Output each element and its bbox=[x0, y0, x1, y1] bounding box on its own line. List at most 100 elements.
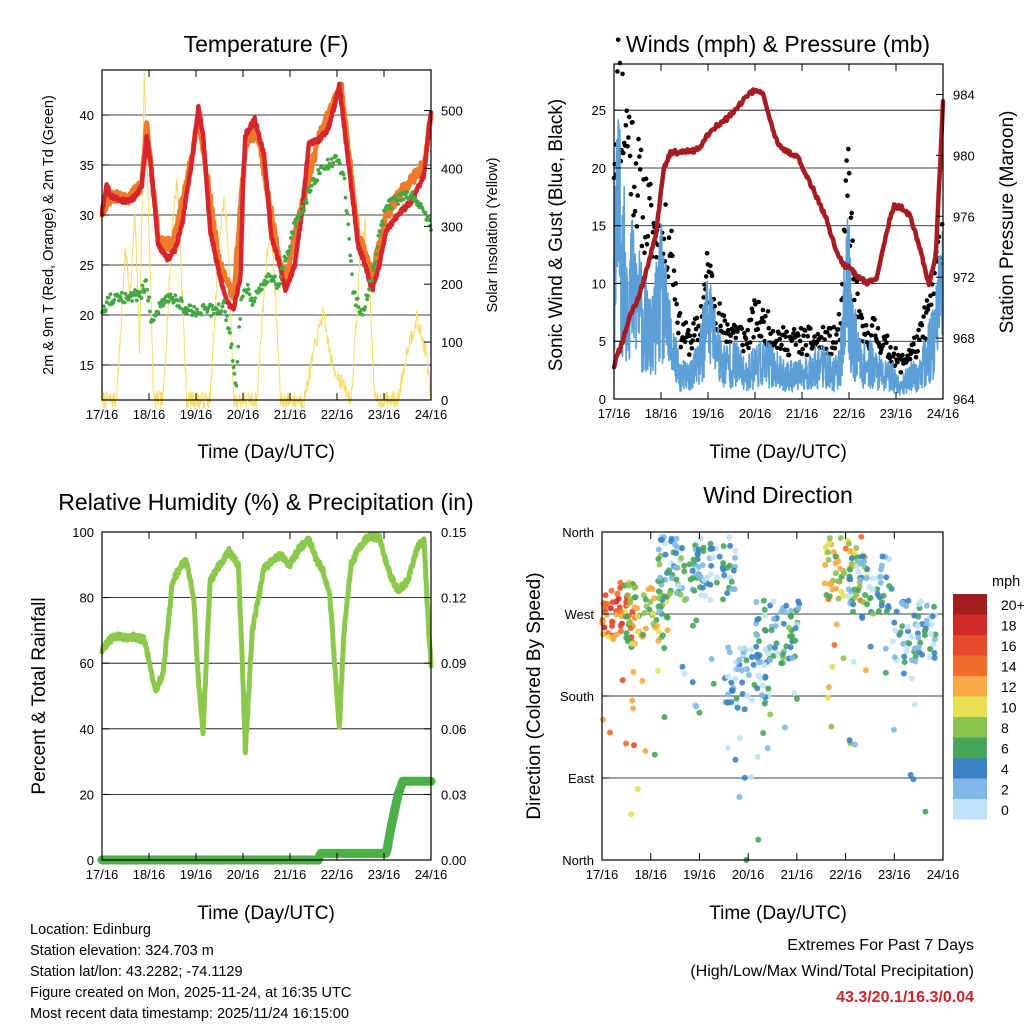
wind-x-tick-label: 21/16 bbox=[786, 406, 819, 421]
dewpoint-point bbox=[353, 290, 357, 295]
gust-point bbox=[695, 337, 701, 343]
legend-label: 2 bbox=[1001, 782, 1009, 798]
temperature-plot-frame bbox=[101, 69, 432, 401]
temperature-x-tick-label: 22/16 bbox=[321, 407, 354, 422]
direction-point bbox=[681, 597, 688, 604]
direction-point bbox=[736, 794, 743, 800]
direction-point bbox=[677, 591, 684, 598]
direction-point bbox=[821, 580, 828, 587]
solar-insolation-line bbox=[101, 72, 432, 410]
dewpoint-point bbox=[249, 296, 254, 301]
direction-point bbox=[666, 567, 673, 574]
direction-point bbox=[899, 623, 906, 630]
direction-point bbox=[634, 613, 641, 620]
dewpoint-point bbox=[235, 360, 240, 364]
dewpoint-point bbox=[264, 274, 269, 279]
gust-point bbox=[887, 356, 893, 361]
gust-point bbox=[833, 340, 838, 345]
gust-point bbox=[689, 346, 695, 351]
wind-left-tick-label: 25 bbox=[592, 103, 606, 118]
direction-point bbox=[634, 628, 641, 635]
gust-point bbox=[842, 229, 848, 234]
gust-point bbox=[786, 352, 792, 358]
dewpoint-point bbox=[246, 287, 251, 292]
direction-point bbox=[908, 633, 915, 640]
gust-point bbox=[724, 339, 729, 345]
direction-point bbox=[892, 627, 899, 634]
direction-point bbox=[851, 550, 858, 557]
direction-point bbox=[914, 623, 921, 630]
gust-point bbox=[783, 334, 788, 340]
temperature-series bbox=[99, 72, 434, 410]
direction-x-tick-label: 18/16 bbox=[634, 867, 667, 882]
dewpoint-point bbox=[244, 290, 249, 295]
direction-point bbox=[862, 592, 869, 598]
direction-point bbox=[764, 745, 771, 752]
humidity-left-tick-label: 20 bbox=[80, 787, 94, 802]
wind-left-axis-label: Sonic Wind & Gust (Blue, Black) bbox=[546, 99, 567, 371]
direction-point bbox=[861, 558, 867, 565]
dewpoint-point bbox=[370, 265, 375, 270]
direction-point bbox=[739, 679, 746, 686]
dewpoint-point bbox=[281, 265, 286, 270]
dewpoint-point bbox=[209, 314, 213, 318]
temperature-left-tick-label: 20 bbox=[80, 308, 94, 323]
gust-point bbox=[671, 268, 677, 274]
legend-label: 16 bbox=[1001, 638, 1017, 654]
direction-point bbox=[832, 560, 839, 567]
gust-point bbox=[751, 335, 756, 340]
direction-point bbox=[608, 587, 615, 594]
gust-point bbox=[857, 309, 862, 314]
humidity-right-tick-label: 0.03 bbox=[441, 787, 466, 802]
temperature-x-tick-label: 23/16 bbox=[368, 407, 401, 422]
direction-point bbox=[789, 655, 796, 661]
dewpoint-point bbox=[194, 313, 198, 318]
legend-label: 20+ bbox=[1001, 597, 1024, 613]
direction-point bbox=[883, 608, 890, 615]
wind-right-tick-label: 964 bbox=[953, 392, 975, 407]
direction-point bbox=[750, 661, 757, 668]
humidity-left-tick-label: 0 bbox=[87, 853, 94, 868]
dewpoint-point bbox=[118, 297, 123, 301]
direction-point bbox=[725, 644, 732, 651]
gust-point bbox=[691, 321, 696, 326]
direction-point bbox=[614, 590, 621, 597]
gust-point bbox=[922, 305, 927, 310]
direction-point bbox=[795, 598, 802, 605]
gust-point bbox=[673, 281, 679, 286]
direction-point bbox=[886, 583, 893, 589]
gust-point bbox=[628, 191, 634, 197]
direction-point bbox=[878, 566, 884, 573]
gust-point bbox=[753, 302, 758, 307]
direction-point bbox=[921, 628, 928, 635]
direction-point bbox=[906, 640, 913, 647]
dewpoint-point bbox=[188, 303, 193, 308]
dewpoint-point bbox=[214, 307, 219, 312]
direction-point bbox=[714, 574, 720, 581]
direction-point bbox=[600, 631, 607, 638]
direction-point bbox=[657, 603, 664, 610]
direction-point bbox=[759, 682, 766, 689]
direction-point bbox=[646, 606, 653, 613]
dewpoint-point bbox=[292, 220, 297, 225]
wind-left-tick-label: 5 bbox=[599, 334, 606, 349]
gust-point bbox=[747, 340, 753, 345]
humidity-series bbox=[97, 531, 436, 865]
direction-point bbox=[891, 654, 898, 661]
direction-point bbox=[689, 575, 696, 581]
direction-point bbox=[641, 609, 648, 616]
direction-point bbox=[732, 547, 739, 554]
gust-point bbox=[632, 208, 638, 214]
direction-point bbox=[656, 595, 662, 602]
direction-point bbox=[904, 623, 911, 630]
gust-point bbox=[779, 342, 784, 348]
direction-point bbox=[826, 593, 833, 600]
dewpoint-point bbox=[142, 290, 147, 294]
direction-point bbox=[903, 603, 910, 609]
direction-point bbox=[911, 612, 918, 619]
gust-point bbox=[785, 347, 790, 353]
dewpoint-point bbox=[395, 198, 400, 203]
legend-swatch bbox=[953, 676, 987, 697]
gust-point bbox=[884, 340, 889, 346]
direction-point bbox=[931, 654, 938, 661]
